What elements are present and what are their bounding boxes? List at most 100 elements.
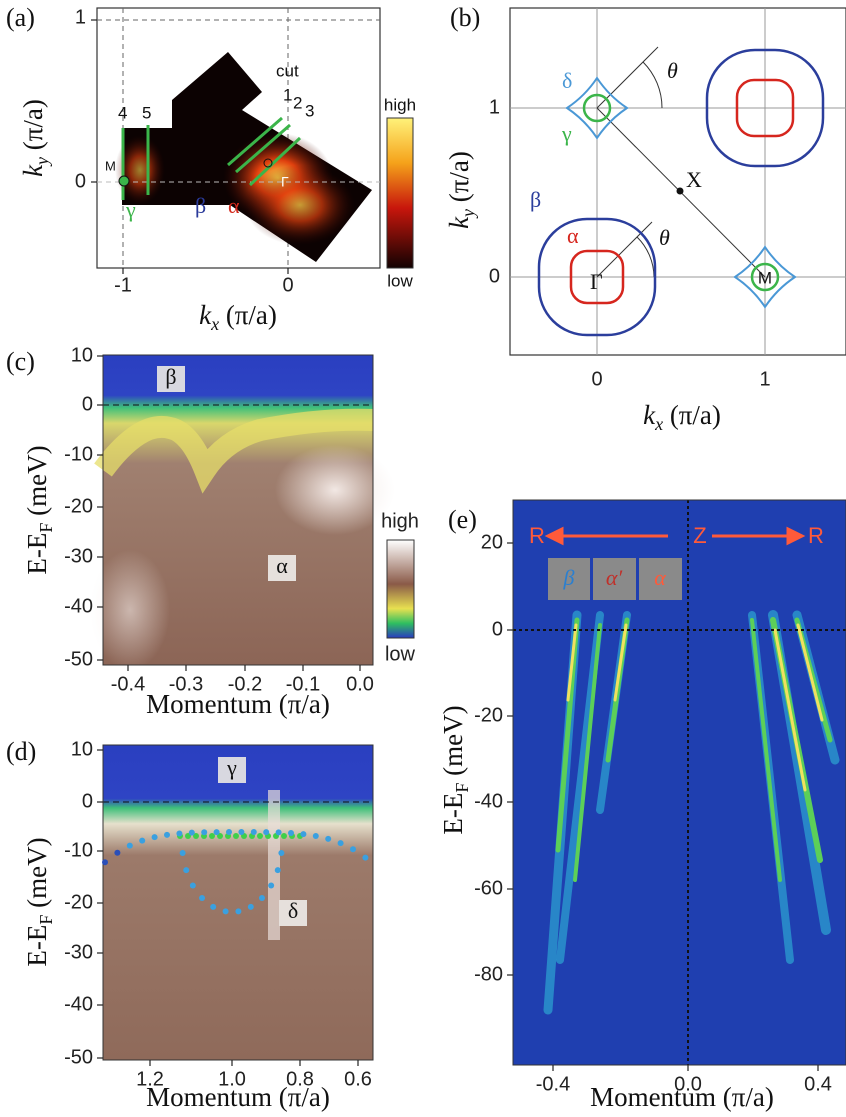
fermi-surface	[565, 76, 629, 140]
y-tick-label: -50	[64, 1046, 93, 1068]
label-box	[593, 558, 636, 600]
panel-label: (d)	[6, 737, 36, 766]
annotation: R	[808, 523, 824, 548]
dispersion-dot	[176, 830, 183, 837]
x-axis-title: kx (π/a)	[199, 300, 277, 334]
fermi-surface	[582, 93, 612, 123]
x-tick-label: -0.3	[169, 673, 203, 695]
dispersion-dot	[238, 829, 245, 836]
dispersion-dot	[102, 859, 108, 866]
dispersion-dot	[257, 833, 263, 839]
y-tick-label: 10	[71, 738, 93, 760]
y-tick-label: -30	[64, 941, 93, 963]
annotation: β	[195, 193, 206, 218]
annotation: 2	[293, 93, 302, 112]
y-tick-label: 20	[481, 531, 503, 553]
dispersion-dot	[217, 833, 223, 839]
annotation: α	[567, 223, 579, 248]
dispersion-dot	[189, 882, 196, 889]
x-tick-label: -0.4	[111, 673, 145, 695]
angle-arc	[636, 236, 655, 278]
dispersion-dot	[209, 833, 215, 839]
dispersion-dot	[312, 832, 319, 839]
y-tick-label: -10	[64, 443, 93, 465]
dispersion-dot	[235, 908, 242, 915]
dispersion-dot	[151, 834, 158, 841]
dispersion-dot	[350, 846, 356, 853]
x-tick-label: -1	[114, 274, 132, 296]
annotation: α	[276, 553, 288, 578]
x-tick-label: 0.8	[286, 1068, 314, 1090]
y-tick-label: 1	[75, 6, 86, 28]
arrows	[544, 526, 806, 546]
dispersion-dot	[274, 867, 281, 874]
dispersion-dot	[337, 840, 344, 847]
intensity-map	[90, 550, 170, 670]
x-tick-label: 0.6	[344, 1068, 372, 1090]
x-tick-label: 1.0	[218, 1068, 246, 1090]
dispersion-dot	[114, 849, 121, 856]
dispersion-dot	[164, 831, 170, 838]
y-axis-title: ky (π/a)	[18, 99, 52, 177]
y-tick-label: 0	[82, 790, 93, 812]
dispersion-dot	[258, 895, 265, 902]
y-tick-label: -40	[64, 993, 93, 1015]
y-axis-title: E-EF (meV)	[22, 445, 56, 574]
annotation: Γ	[281, 174, 289, 190]
dispersion-dot	[275, 829, 282, 836]
annotation: β	[165, 364, 176, 389]
annotation: γ	[226, 755, 237, 780]
annotation: δ	[288, 898, 298, 923]
x-tick-label: 0.0	[674, 1073, 702, 1095]
y-tick-label: -50	[64, 648, 93, 670]
panel-e: (e) R Z R β α′ α 20 0 -20 -40 -60 -80 -0.4 0.0 0…	[438, 499, 846, 1112]
dispersion-dot	[139, 837, 146, 844]
y-axis-title: E-EF (meV)	[22, 837, 56, 966]
dispersion-dot	[179, 849, 186, 856]
dispersion-dot	[201, 829, 208, 836]
annotation: cut	[276, 61, 299, 80]
plot-frame	[512, 499, 846, 1066]
annotation: R	[529, 523, 545, 548]
x-tick-label: 0	[282, 274, 293, 296]
intensity-map	[275, 445, 395, 535]
x-axis-title: kx (π/a)	[643, 400, 721, 434]
annotation: γ	[561, 121, 572, 146]
dispersion-dot	[281, 833, 287, 839]
fermi-surface	[537, 217, 657, 337]
bands	[543, 610, 840, 1015]
colorbar-label: low	[385, 643, 416, 665]
y-tick-label: -60	[474, 877, 503, 899]
annotation: β	[530, 187, 541, 212]
annotation: θ	[667, 58, 678, 83]
annotation: δ	[562, 68, 572, 93]
intensity-map	[245, 165, 355, 245]
annotation: α′	[606, 565, 624, 590]
plot-frame	[509, 7, 846, 356]
y-axis-title: ky (π/a)	[444, 151, 478, 229]
y-tick-label: 0	[75, 170, 86, 192]
annotation: γ	[125, 197, 136, 222]
panel-label: (e)	[448, 505, 477, 534]
y-tick-label: -40	[64, 595, 93, 617]
annotation: 4	[118, 103, 127, 122]
dispersion-dot	[193, 833, 199, 839]
colorbar-label: high	[384, 95, 416, 114]
x-axis-title: Momentum (π/a)	[146, 1082, 330, 1112]
label-box	[548, 558, 590, 600]
panel-label: (a)	[6, 3, 35, 32]
panel-label: (c)	[6, 347, 35, 376]
dispersion-dot	[226, 829, 232, 836]
fermi-surface	[735, 78, 795, 138]
y-tick-label: -20	[64, 891, 93, 913]
dispersion-dot	[199, 895, 206, 902]
annotation: 3	[305, 101, 314, 120]
dispersion-dot	[126, 842, 133, 849]
panel-a: (a) cut 1 2 3 4 5 M Γ γ β α 1 0 -1 0 ky …	[6, 3, 416, 334]
dispersion-dot	[263, 829, 270, 836]
x-tick-label: 1	[759, 368, 770, 390]
dispersion-dot	[250, 829, 257, 836]
annotation: M	[758, 268, 772, 287]
annotation: 1	[283, 85, 292, 104]
